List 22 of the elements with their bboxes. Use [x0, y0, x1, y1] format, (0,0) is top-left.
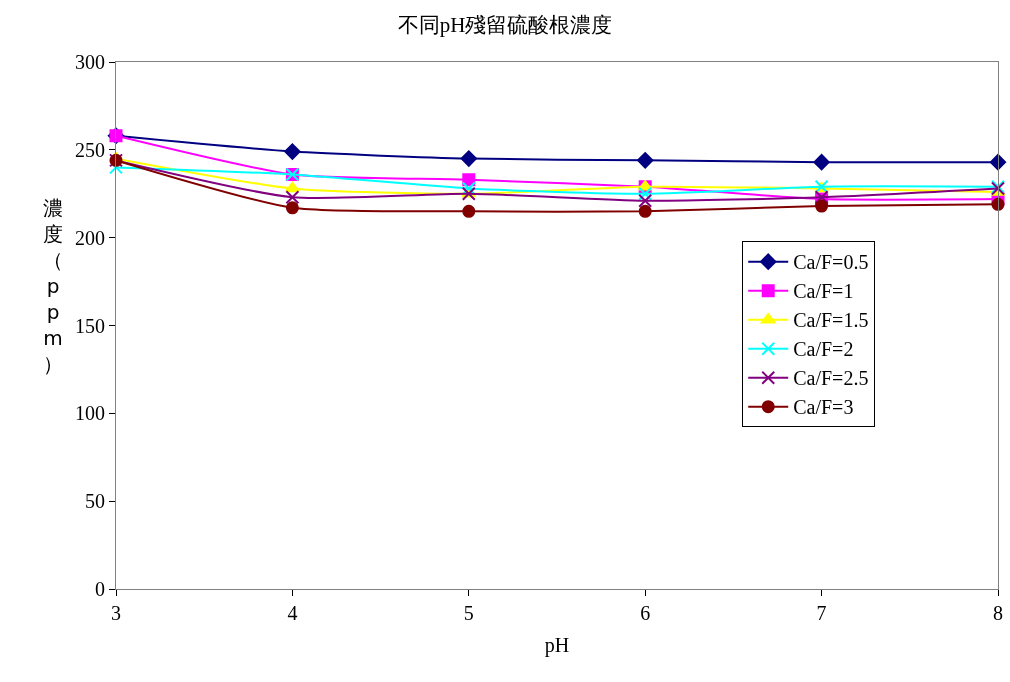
- y-tick-label: 150: [75, 314, 105, 337]
- legend-label: Ca/F=1.5: [793, 309, 869, 332]
- chart-title: 不同pH殘留硫酸根濃度: [397, 12, 613, 37]
- x-tick-label: 7: [816, 602, 827, 624]
- x-tick-label: 6: [640, 602, 651, 624]
- x-tick-label: 5: [463, 602, 474, 624]
- y-tick-label: 100: [75, 402, 105, 425]
- x-tick-label: 4: [287, 602, 298, 624]
- y-tick-label: 200: [75, 226, 105, 249]
- legend-label: Ca/F=1: [793, 280, 854, 303]
- y-tick-label: 300: [75, 51, 105, 73]
- y-tick-label: 50: [85, 490, 105, 513]
- y-tick-label: 250: [75, 138, 105, 161]
- legend-label: Ca/F=3: [793, 396, 854, 419]
- legend-label: Ca/F=2.5: [793, 367, 869, 390]
- legend-label: Ca/F=0.5: [793, 251, 869, 274]
- x-tick-label: 8: [993, 602, 1003, 624]
- y-tick-label: 0: [95, 578, 105, 600]
- x-axis-title: pH: [544, 633, 570, 657]
- x-tick-label: 3: [111, 602, 121, 624]
- y-axis-title: 濃度（ppm）: [43, 196, 63, 376]
- legend-label: Ca/F=2: [793, 338, 854, 361]
